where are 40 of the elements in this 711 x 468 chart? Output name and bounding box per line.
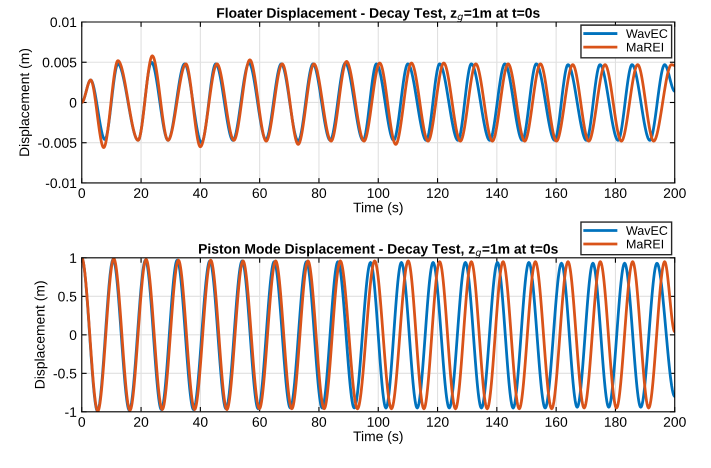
x-tick-label: 180 bbox=[604, 417, 626, 427]
x-axis-title: Time (s) bbox=[353, 431, 403, 444]
x-tick-label: 120 bbox=[427, 417, 449, 427]
x-tick-label: 60 bbox=[252, 417, 267, 427]
x-tick-label: 140 bbox=[486, 417, 508, 427]
legend-label: MaREI bbox=[626, 240, 664, 249]
x-tick-label: 80 bbox=[312, 188, 326, 198]
x-tick-label: 0 bbox=[78, 188, 86, 198]
y-axis-title: Displacement (m) bbox=[19, 48, 32, 156]
y-tick-label: 1 bbox=[70, 253, 76, 263]
y-tick-label: -0.01 bbox=[46, 178, 76, 188]
x-tick-label: 40 bbox=[192, 417, 208, 427]
y-tick-label: 0 bbox=[70, 330, 76, 340]
x-tick-label: 20 bbox=[134, 417, 148, 427]
legend-label: WavEC bbox=[626, 29, 668, 38]
y-tick-label: -0.005 bbox=[38, 138, 76, 148]
x-tick-label: 60 bbox=[252, 188, 267, 198]
x-tick-label: 80 bbox=[312, 417, 326, 427]
x-tick-label: 200 bbox=[664, 417, 686, 427]
x-tick-label: 120 bbox=[427, 188, 449, 198]
x-axis-title: Time (s) bbox=[353, 202, 403, 216]
y-tick-label: 0 bbox=[70, 98, 76, 108]
x-tick-label: 0 bbox=[78, 417, 86, 427]
x-tick-label: 20 bbox=[134, 188, 148, 198]
x-tick-label: 200 bbox=[664, 188, 686, 198]
y-tick-label: 0.01 bbox=[50, 17, 76, 28]
y-tick-label: 0.5 bbox=[58, 292, 76, 302]
y-tick-label: -1 bbox=[65, 407, 76, 417]
x-tick-label: 100 bbox=[368, 188, 390, 198]
x-tick-label: 100 bbox=[368, 417, 390, 427]
y-axis-title: Displacement (m) bbox=[34, 281, 48, 388]
legend-label: MaREI bbox=[626, 42, 664, 52]
y-tick-label: 0.005 bbox=[42, 58, 76, 68]
x-tick-label: 140 bbox=[486, 188, 508, 198]
y-tick-label: -0.5 bbox=[54, 368, 76, 379]
x-tick-label: 160 bbox=[546, 417, 568, 427]
legend-label: WavEC bbox=[626, 226, 668, 235]
x-tick-label: 180 bbox=[604, 188, 626, 198]
x-tick-label: 160 bbox=[546, 188, 568, 198]
x-tick-label: 40 bbox=[192, 188, 208, 198]
